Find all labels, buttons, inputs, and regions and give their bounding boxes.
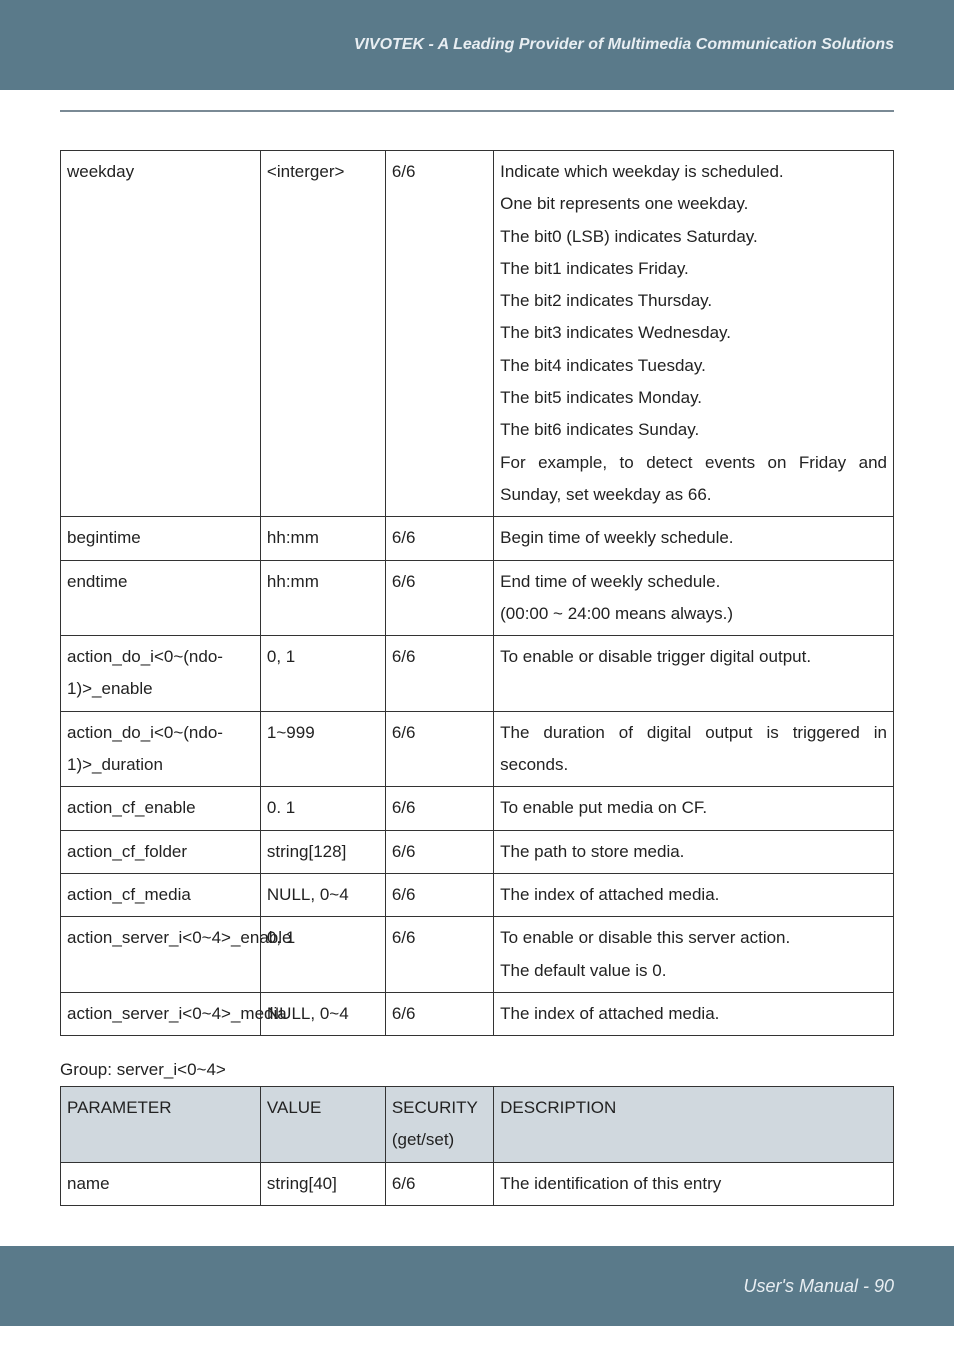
cell-value: 1~999 bbox=[260, 711, 385, 787]
cell-value: <interger> bbox=[260, 151, 385, 517]
cell-description: The duration of digital output is trigge… bbox=[494, 711, 894, 787]
cell-security: 6/6 bbox=[385, 711, 493, 787]
table-row: action_do_i<0~(ndo-1)>_enable0, 16/6To e… bbox=[61, 636, 894, 712]
cell-value: NULL, 0~4 bbox=[260, 873, 385, 916]
cell-parameter: action_cf_media bbox=[61, 873, 261, 916]
content-area: weekday<interger>6/6Indicate which weekd… bbox=[0, 90, 954, 1246]
cell-description: To enable or disable trigger digital out… bbox=[494, 636, 894, 712]
cell-security: 6/6 bbox=[385, 1162, 493, 1205]
cell-parameter: name bbox=[61, 1162, 261, 1205]
col-header-value: VALUE bbox=[260, 1087, 385, 1163]
cell-description: The index of attached media. bbox=[494, 992, 894, 1035]
table-row: action_cf_enable0. 16/6To enable put med… bbox=[61, 787, 894, 830]
cell-value: string[128] bbox=[260, 830, 385, 873]
page-header: VIVOTEK - A Leading Provider of Multimed… bbox=[0, 0, 954, 90]
table-row: action_do_i<0~(ndo-1)>_duration1~9996/6T… bbox=[61, 711, 894, 787]
table-row: action_server_i<0~4>_enable0, 16/6To ena… bbox=[61, 917, 894, 993]
cell-value: NULL, 0~4 bbox=[260, 992, 385, 1035]
cell-description: To enable put media on CF. bbox=[494, 787, 894, 830]
table-row: action_cf_mediaNULL, 0~46/6The index of … bbox=[61, 873, 894, 916]
cell-value: 0, 1 bbox=[260, 636, 385, 712]
cell-description: The path to store media. bbox=[494, 830, 894, 873]
cell-parameter: action_do_i<0~(ndo-1)>_duration bbox=[61, 711, 261, 787]
header-title: VIVOTEK - A Leading Provider of Multimed… bbox=[354, 36, 894, 54]
cell-description: Begin time of weekly schedule. bbox=[494, 517, 894, 560]
cell-description: Indicate which weekday is scheduled.One … bbox=[494, 151, 894, 517]
security-header-line1: SECURITY bbox=[392, 1098, 478, 1117]
cell-description: The index of attached media. bbox=[494, 873, 894, 916]
table-row: action_cf_folderstring[128]6/6The path t… bbox=[61, 830, 894, 873]
cell-security: 6/6 bbox=[385, 636, 493, 712]
cell-security: 6/6 bbox=[385, 830, 493, 873]
cell-parameter: weekday bbox=[61, 151, 261, 517]
cell-value: 0, 1 bbox=[260, 917, 385, 993]
cell-security: 6/6 bbox=[385, 560, 493, 636]
footer-text: User's Manual - 90 bbox=[744, 1276, 895, 1297]
cell-value: string[40] bbox=[260, 1162, 385, 1205]
cell-parameter: action_server_i<0~4>_media bbox=[61, 992, 261, 1035]
cell-parameter: action_do_i<0~(ndo-1)>_enable bbox=[61, 636, 261, 712]
parameter-table-2: PARAMETER VALUE SECURITY (get/set) DESCR… bbox=[60, 1086, 894, 1206]
col-header-parameter: PARAMETER bbox=[61, 1087, 261, 1163]
table-row: endtimehh:mm6/6End time of weekly schedu… bbox=[61, 560, 894, 636]
security-header-line2: (get/set) bbox=[392, 1130, 454, 1149]
cell-description: End time of weekly schedule.(00:00 ~ 24:… bbox=[494, 560, 894, 636]
cell-parameter: endtime bbox=[61, 560, 261, 636]
col-header-security: SECURITY (get/set) bbox=[385, 1087, 493, 1163]
cell-security: 6/6 bbox=[385, 873, 493, 916]
cell-value: 0. 1 bbox=[260, 787, 385, 830]
cell-parameter: action_cf_folder bbox=[61, 830, 261, 873]
table-header-row: PARAMETER VALUE SECURITY (get/set) DESCR… bbox=[61, 1087, 894, 1163]
cell-security: 6/6 bbox=[385, 787, 493, 830]
parameter-table-1: weekday<interger>6/6Indicate which weekd… bbox=[60, 150, 894, 1036]
cell-security: 6/6 bbox=[385, 517, 493, 560]
cell-security: 6/6 bbox=[385, 992, 493, 1035]
page-footer: User's Manual - 90 bbox=[0, 1246, 954, 1326]
cell-description: To enable or disable this server action.… bbox=[494, 917, 894, 993]
cell-security: 6/6 bbox=[385, 917, 493, 993]
cell-security: 6/6 bbox=[385, 151, 493, 517]
table-row: action_server_i<0~4>_mediaNULL, 0~46/6Th… bbox=[61, 992, 894, 1035]
table-row: weekday<interger>6/6Indicate which weekd… bbox=[61, 151, 894, 517]
cell-description: The identification of this entry bbox=[494, 1162, 894, 1205]
table-row: namestring[40]6/6The identification of t… bbox=[61, 1162, 894, 1205]
group-label: Group: server_i<0~4> bbox=[60, 1060, 894, 1080]
col-header-description: DESCRIPTION bbox=[494, 1087, 894, 1163]
table-row: begintimehh:mm6/6Begin time of weekly sc… bbox=[61, 517, 894, 560]
cell-value: hh:mm bbox=[260, 517, 385, 560]
cell-parameter: action_cf_enable bbox=[61, 787, 261, 830]
cell-parameter: action_server_i<0~4>_enable bbox=[61, 917, 261, 993]
cell-value: hh:mm bbox=[260, 560, 385, 636]
cell-parameter: begintime bbox=[61, 517, 261, 560]
